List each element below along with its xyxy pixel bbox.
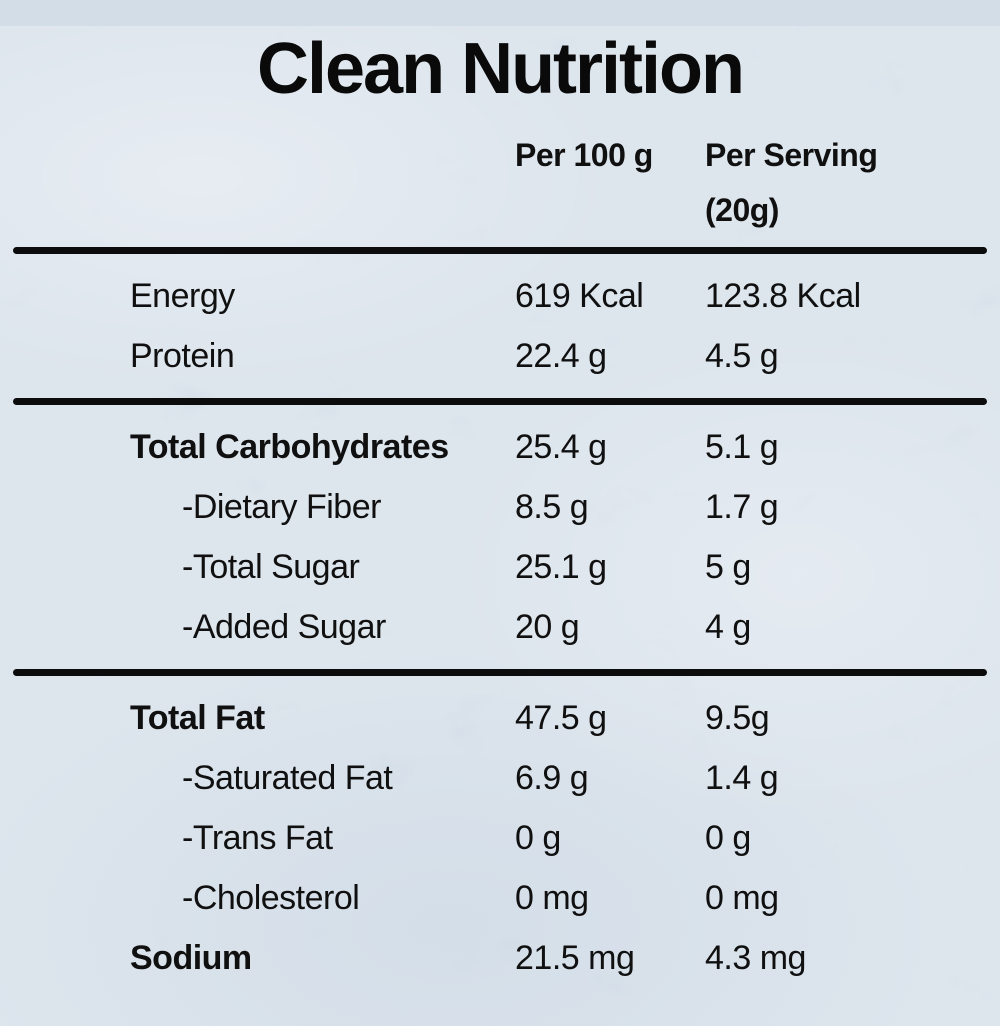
per-serving-value: 9.5g [705,699,770,737]
divider-carbs [13,398,987,405]
row-trans-fat: -Trans Fat 0 g 0 g [0,808,1000,868]
divider-fat [13,669,987,676]
section-carbohydrates: Total Carbohydrates 25.4 g 5.1 g -Dietar… [0,405,1000,669]
row-total-fat: Total Fat 47.5 g 9.5g [0,688,1000,748]
column-header-per-serving: Per Serving (20g) [705,128,980,238]
per-100g-value: 25.4 g [515,428,607,466]
per-serving-value: 4 g [705,608,751,646]
nutrient-label: Total Carbohydrates [130,428,449,466]
nutrient-label: -Cholesterol [182,879,360,917]
per-100g-value: 0 mg [515,879,589,917]
per-serving-value: 5 g [705,548,751,586]
nutrient-label: -Trans Fat [182,819,333,857]
row-sodium: Sodium 21.5 mg 4.3 mg [0,928,1000,988]
per-serving-value: 0 mg [705,879,779,917]
nutrient-label: -Added Sugar [182,608,386,646]
per-serving-value: 4.5 g [705,337,779,375]
per-100g-value: 8.5 g [515,488,589,526]
nutrient-label: Total Fat [130,699,265,737]
column-header-row: Per 100 g Per Serving (20g) [0,128,1000,238]
nutrient-label: Protein [130,337,235,375]
nutrient-label: Sodium [130,939,252,977]
per-100g-value: 47.5 g [515,699,607,737]
per-serving-value: 0 g [705,819,751,857]
row-energy: Energy 619 Kcal 123.8 Kcal [0,266,1000,326]
per-serving-size: (20g) [705,192,779,228]
column-header-per-100g: Per 100 g [515,137,653,173]
per-serving-value: 123.8 Kcal [705,277,861,315]
nutrient-label: Energy [130,277,235,315]
nutrient-label: -Saturated Fat [182,759,393,797]
row-cholesterol: -Cholesterol 0 mg 0 mg [0,868,1000,928]
row-protein: Protein 22.4 g 4.5 g [0,326,1000,386]
per-serving-value: 1.7 g [705,488,779,526]
section-energy-protein: Energy 619 Kcal 123.8 Kcal Protein 22.4 … [0,254,1000,398]
per-100g-value: 619 Kcal [515,277,644,315]
per-100g-value: 0 g [515,819,561,857]
row-total-carbohydrates: Total Carbohydrates 25.4 g 5.1 g [0,417,1000,477]
per-100g-value: 21.5 mg [515,939,635,977]
per-serving-label: Per Serving [705,137,878,173]
page-title: Clean Nutrition [257,29,745,109]
nutrient-label: -Dietary Fiber [182,488,381,526]
section-fat-sodium: Total Fat 47.5 g 9.5g -Saturated Fat 6.9… [0,676,1000,1000]
per-100g-value: 20 g [515,608,580,646]
row-added-sugar: -Added Sugar 20 g 4 g [0,597,1000,657]
per-100g-value: 22.4 g [515,337,607,375]
per-serving-value: 4.3 mg [705,939,806,977]
row-dietary-fiber: -Dietary Fiber 8.5 g 1.7 g [0,477,1000,537]
divider-top [13,247,987,254]
nutrition-label: Clean Nutrition Per 100 g Per Serving (2… [0,26,1000,1026]
per-100g-value: 25.1 g [515,548,607,586]
row-saturated-fat: -Saturated Fat 6.9 g 1.4 g [0,748,1000,808]
per-serving-value: 5.1 g [705,428,779,466]
nutrient-label: -Total Sugar [182,548,360,586]
per-100g-value: 6.9 g [515,759,589,797]
row-total-sugar: -Total Sugar 25.1 g 5 g [0,537,1000,597]
per-serving-value: 1.4 g [705,759,779,797]
